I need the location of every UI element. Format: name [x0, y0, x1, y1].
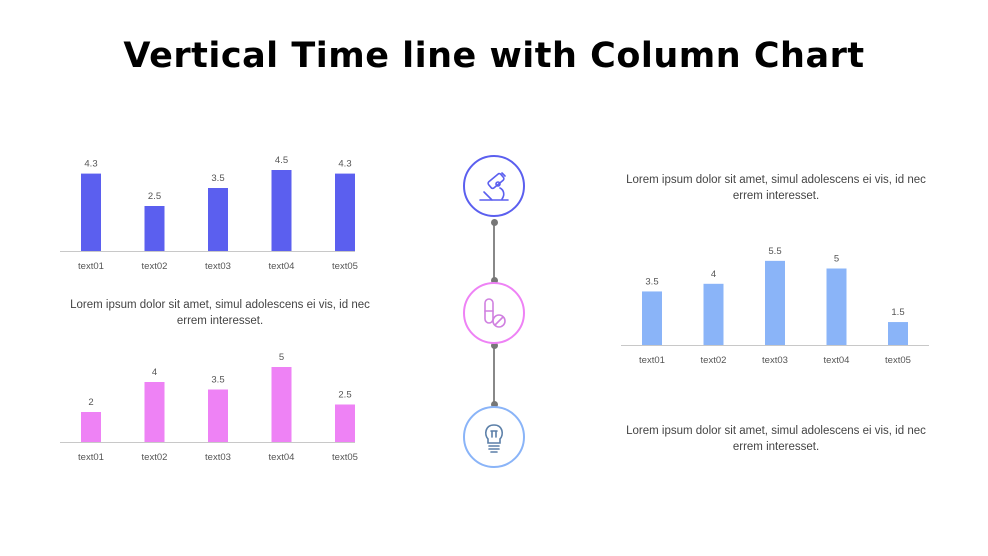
category-label: text02	[701, 355, 727, 366]
category-label: text01	[78, 261, 104, 272]
data-label: 4	[711, 269, 716, 280]
category-label: text04	[269, 452, 295, 463]
bar-chart: 3.5 text01 4 text02 5.5 text03 5 text04 1.5 text0…	[621, 246, 929, 366]
microscope-icon	[479, 172, 509, 201]
connector-dot	[490, 401, 498, 408]
connector-dot	[490, 342, 498, 349]
category-label: text03	[205, 261, 231, 272]
connector-dot	[490, 277, 498, 284]
bar	[271, 170, 292, 251]
data-label: 5.5	[768, 246, 781, 257]
bar	[642, 291, 662, 345]
chart-right: 3.5 text01 4 text02 5.5 text03 5 text04 1.5 text0…	[621, 240, 939, 375]
data-label: 3.5	[645, 276, 658, 287]
timeline-node-lightbulb	[463, 406, 525, 468]
description-left: Lorem ipsum dolor sit amet, simul adoles…	[70, 299, 370, 327]
category-label: text03	[762, 355, 788, 366]
connector-dot	[490, 219, 498, 226]
bar	[271, 367, 292, 442]
data-label: 4.3	[338, 159, 351, 170]
data-label: 2.5	[338, 390, 351, 401]
bar-chart: 2 text01 4 text02 3.5 text03 5 text04 2.5 text05	[60, 352, 358, 463]
data-label: 3.5	[211, 173, 224, 184]
category-label: text05	[332, 261, 358, 272]
bar	[703, 283, 724, 345]
category-label: text01	[78, 452, 104, 463]
data-label: 3.5	[211, 375, 224, 386]
description-right-bottom: Lorem ipsum dolor sit amet, simul adoles…	[626, 425, 926, 453]
bar	[335, 173, 355, 251]
bar	[81, 412, 101, 442]
bar	[888, 322, 908, 345]
category-label: text05	[332, 452, 358, 463]
category-label: text02	[142, 452, 168, 463]
data-label: 2.5	[148, 191, 161, 202]
timeline-node-microscope	[463, 155, 525, 217]
data-label: 4	[152, 367, 157, 378]
bar	[826, 268, 847, 345]
bar	[81, 173, 101, 251]
bar	[144, 382, 165, 442]
data-label: 5	[834, 254, 839, 265]
data-label: 4.5	[275, 155, 288, 166]
category-label: text03	[205, 452, 231, 463]
bar	[335, 404, 355, 442]
bar	[144, 206, 165, 251]
chart-bottom-left: 2 text01 4 text02 3.5 text03 5 text04 2.5 text05	[60, 345, 365, 472]
pills-icon	[484, 298, 506, 328]
bar	[208, 389, 228, 442]
lightbulb-icon	[484, 424, 504, 453]
description-right-top: Lorem ipsum dolor sit amet, simul adoles…	[626, 174, 926, 202]
category-label: text04	[269, 261, 295, 272]
data-label: 2	[88, 397, 93, 408]
chart-top-left: 4.3 text01 2.5 text02 3.5 text03 4.5 text04 4.3 t…	[60, 150, 365, 281]
data-label: 1.5	[891, 307, 904, 318]
bar	[765, 260, 785, 345]
bar	[208, 188, 228, 251]
data-label: 5	[279, 352, 284, 363]
data-label: 4.3	[84, 159, 97, 170]
category-label: text01	[639, 355, 665, 366]
category-label: text05	[885, 355, 911, 366]
bar-chart: 4.3 text01 2.5 text02 3.5 text03 4.5 text04 4.3 t…	[60, 155, 358, 272]
category-label: text04	[824, 355, 850, 366]
category-label: text02	[142, 261, 168, 272]
page-title: Vertical Time line with Column Chart	[123, 36, 865, 76]
timeline-connector	[493, 346, 495, 406]
timeline-node-pills	[463, 282, 525, 344]
timeline-connector	[493, 222, 495, 282]
